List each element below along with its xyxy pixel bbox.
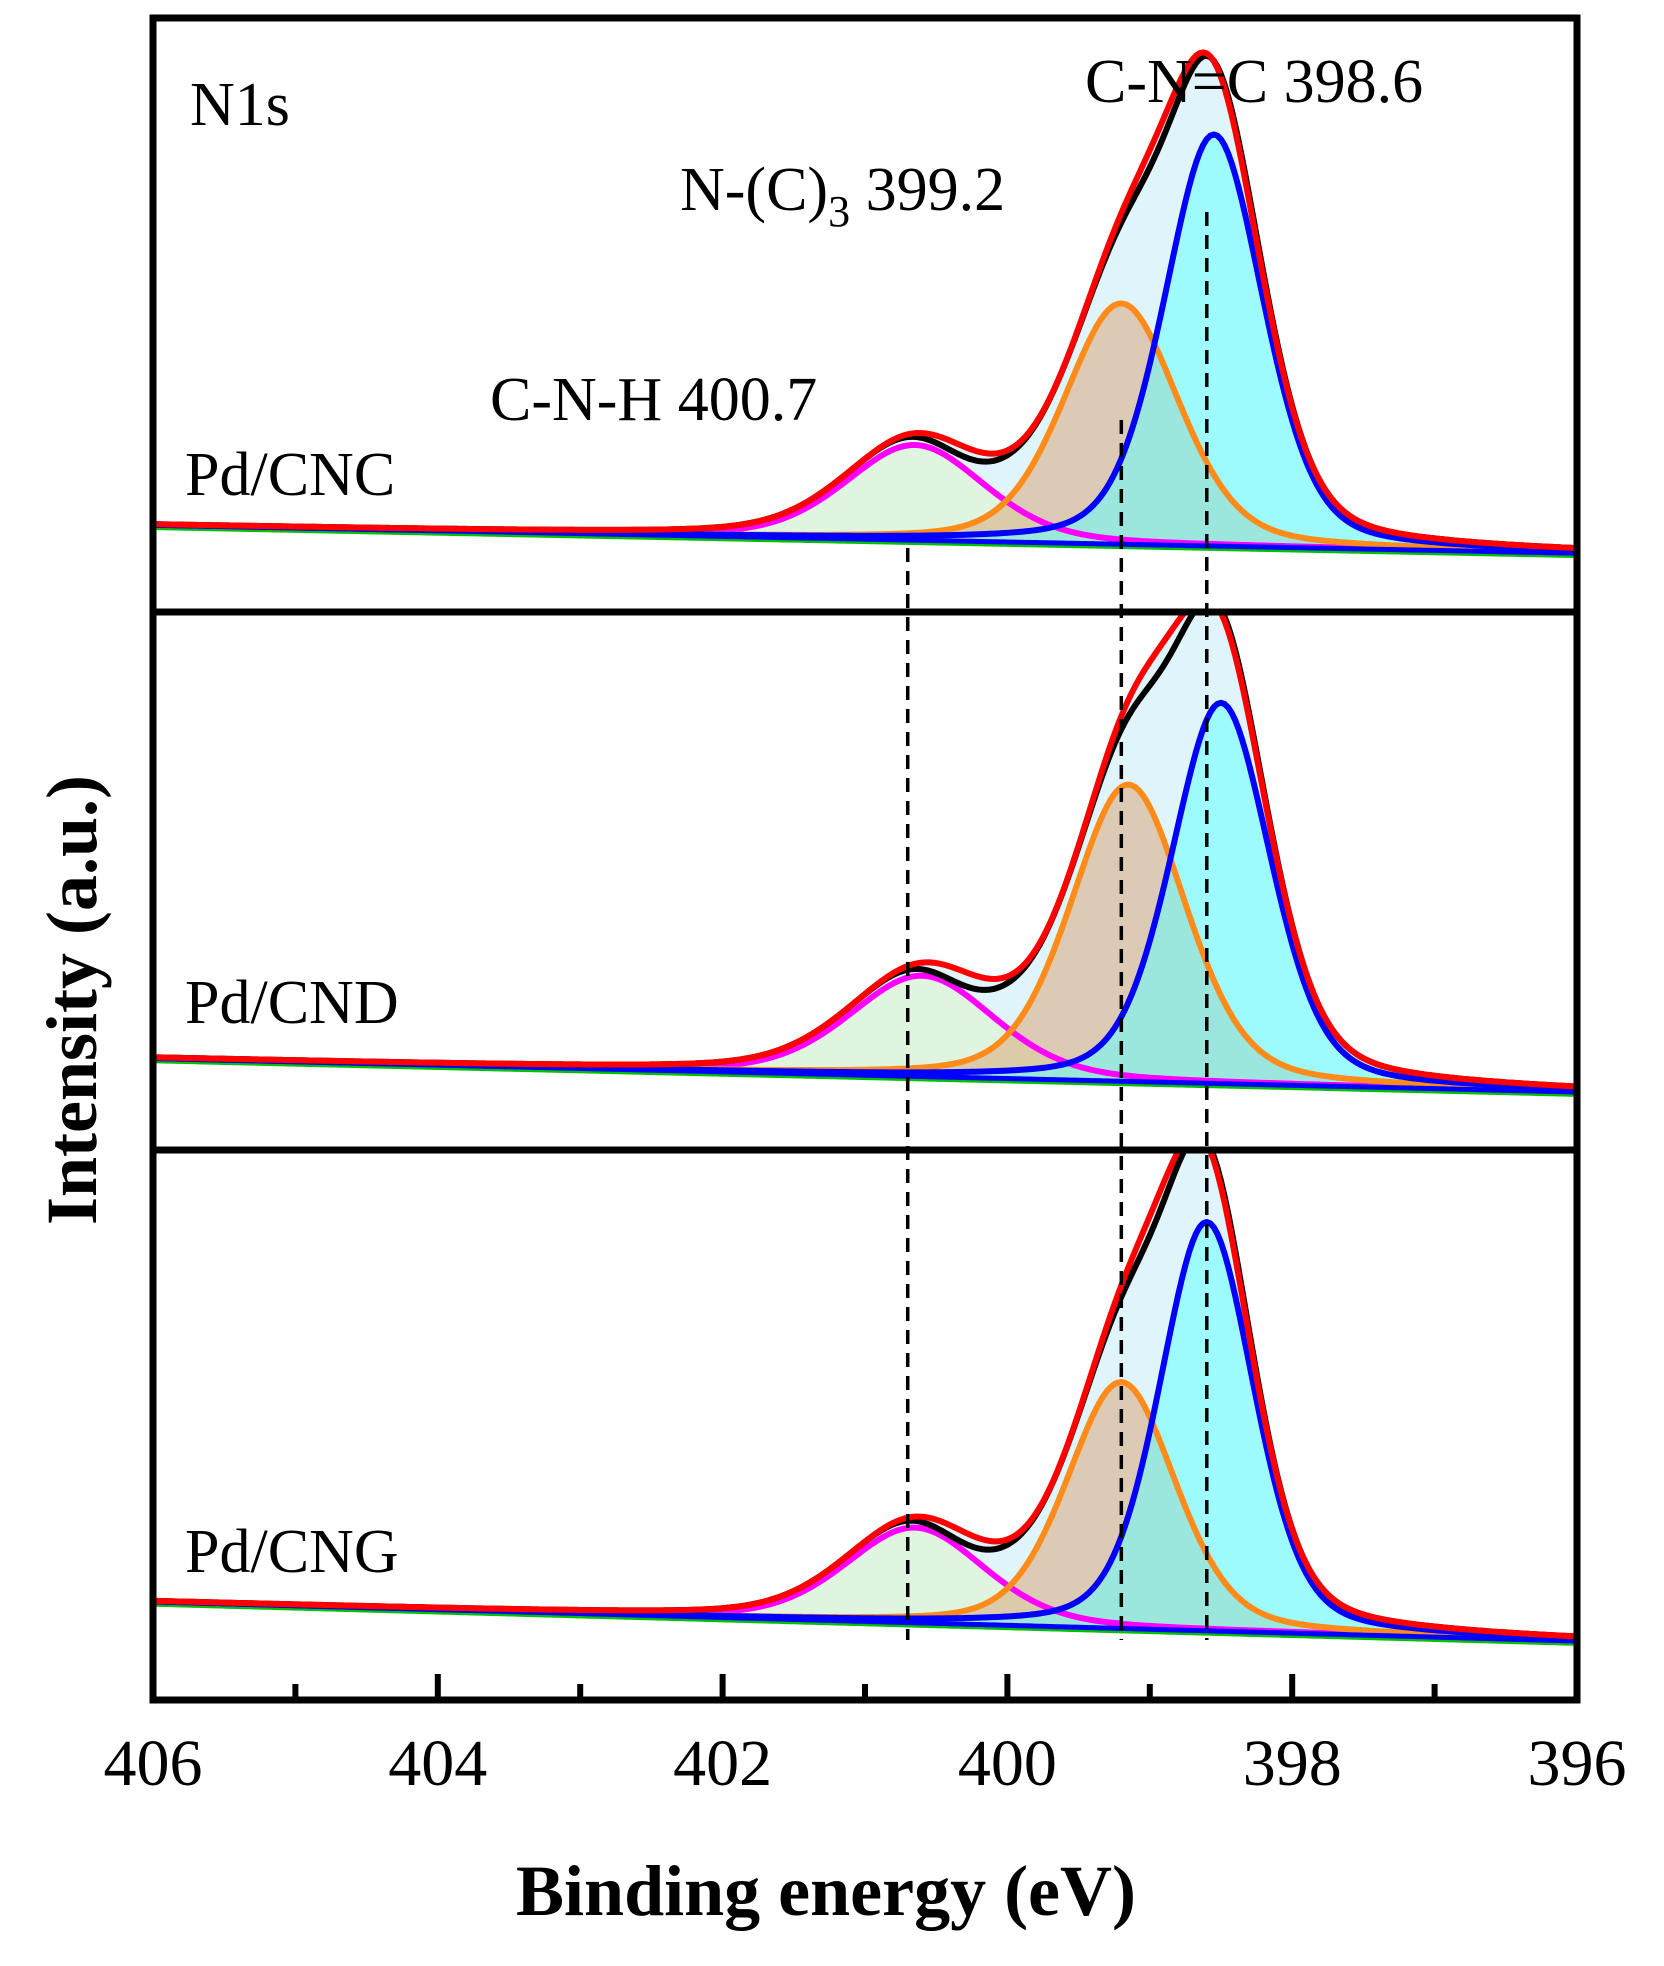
x-tick-label: 398 xyxy=(1243,1727,1342,1800)
annotation-nc3: N-(C)3 399.2 xyxy=(680,156,1005,236)
chart-title: N1s xyxy=(190,71,290,139)
panel-pd-cnc xyxy=(153,49,1577,559)
sample-label: Pd/CND xyxy=(185,969,399,1037)
envelope-line xyxy=(153,1150,1577,1640)
envelope-line xyxy=(153,612,1577,1090)
plot-frame xyxy=(149,14,1581,1704)
sample-label: Pd/CNG xyxy=(185,1518,399,1586)
annotation-nc3-value: 399.2 xyxy=(850,156,1005,224)
sample-label: Pd/CNC xyxy=(185,441,395,509)
baseline-line-green xyxy=(153,527,1577,559)
x-tick-label: 400 xyxy=(958,1727,1057,1800)
x-tick-label: 402 xyxy=(673,1727,772,1800)
annotation-cnc: C-N=C 398.6 xyxy=(1085,48,1423,116)
annotation-nc3-sub: 3 xyxy=(828,187,850,236)
peak-fill-cnc xyxy=(153,1222,1577,1641)
peak-fill-cnh xyxy=(153,1527,1577,1641)
x-axis-title: Binding energy (eV) xyxy=(516,1851,1136,1931)
peak-fill-cnc xyxy=(153,134,1577,554)
y-axis-title: Intensity (a.u.) xyxy=(32,775,112,1225)
envelope-line xyxy=(153,49,1577,552)
x-tick-label: 404 xyxy=(388,1727,487,1800)
peak-fill-cnh xyxy=(153,444,1577,554)
annotation-nc3-main: N-(C) xyxy=(680,156,828,224)
panel-pd-cnd xyxy=(153,612,1577,1097)
baseline-line-green xyxy=(153,1060,1577,1097)
peak-fill-cnh xyxy=(153,975,1577,1092)
annotation-cnh: C-N-H 400.7 xyxy=(490,366,817,434)
x-tick-label: 396 xyxy=(1528,1727,1627,1800)
panel-pd-cng xyxy=(153,1150,1577,1646)
x-tick-label: 406 xyxy=(104,1727,203,1800)
baseline-line-green xyxy=(153,1603,1577,1646)
